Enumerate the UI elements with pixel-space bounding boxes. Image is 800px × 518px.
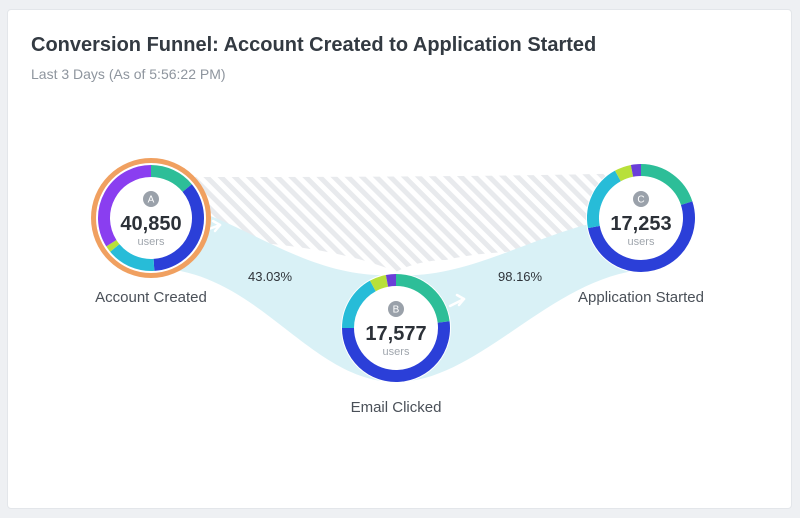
donut-segment-lime (106, 239, 120, 252)
funnel-step-account-created[interactable]: A 40,850 users (91, 158, 211, 278)
step-badge (388, 301, 404, 317)
donut-segment-blue (342, 321, 450, 382)
step-letter: C (637, 195, 644, 206)
step-label-account-created: Account Created (95, 289, 207, 306)
step-unit: users (383, 346, 410, 358)
donut-chart-step-a (98, 165, 204, 271)
step-count: 40,850 (120, 213, 181, 235)
funnel-card: Conversion Funnel: Account Created to Ap… (7, 9, 792, 509)
donut-chart-step-b (342, 274, 450, 382)
donut-segment-cyan (342, 280, 377, 329)
donut-segment-blue (587, 201, 695, 272)
step-label-application-started: Application Started (578, 289, 704, 306)
flow-a-to-b (151, 200, 396, 382)
step-badge (143, 191, 159, 207)
step-letter: B (393, 305, 400, 316)
donut-segment-violet (630, 164, 642, 177)
step-badge (633, 191, 649, 207)
funnel-step-email-clicked[interactable]: B 17,577 users (341, 273, 451, 383)
step-count: 17,577 (365, 323, 426, 345)
step-count: 17,253 (610, 213, 671, 235)
donut-segment-teal (150, 165, 192, 193)
arrow-b-to-c-icon (448, 293, 466, 308)
dropoff-band (151, 173, 641, 272)
donut-segment-purple (98, 165, 152, 247)
conversion-rate-a-to-b: 43.03% (248, 269, 293, 284)
conversion-rate-b-to-c: 98.16% (498, 269, 543, 284)
step-letter: A (148, 195, 155, 206)
donut-segment-cyan (110, 243, 155, 271)
funnel-step-application-started[interactable]: C 17,253 users (586, 163, 696, 273)
chart-subtitle: Last 3 Days (As of 5:56:22 PM) (31, 66, 226, 82)
funnel-diagram: 43.03% 98.16% A 40,850 users Account Cre… (91, 158, 704, 416)
donut-segment-lime (614, 164, 634, 182)
donut-segment-cyan (587, 170, 622, 229)
step-label-email-clicked: Email Clicked (351, 399, 442, 416)
donut-segment-teal (395, 274, 450, 324)
donut-segment-violet (385, 274, 397, 287)
donut-chart-step-c (587, 164, 695, 272)
chart-title: Conversion Funnel: Account Created to Ap… (31, 34, 597, 56)
donut-segment-teal (640, 164, 693, 206)
step-unit: users (628, 236, 655, 248)
step-unit: users (138, 236, 165, 248)
donut-segment-lime (369, 274, 389, 292)
flow-b-to-c (396, 215, 641, 382)
donut-segment-blue (153, 184, 204, 271)
